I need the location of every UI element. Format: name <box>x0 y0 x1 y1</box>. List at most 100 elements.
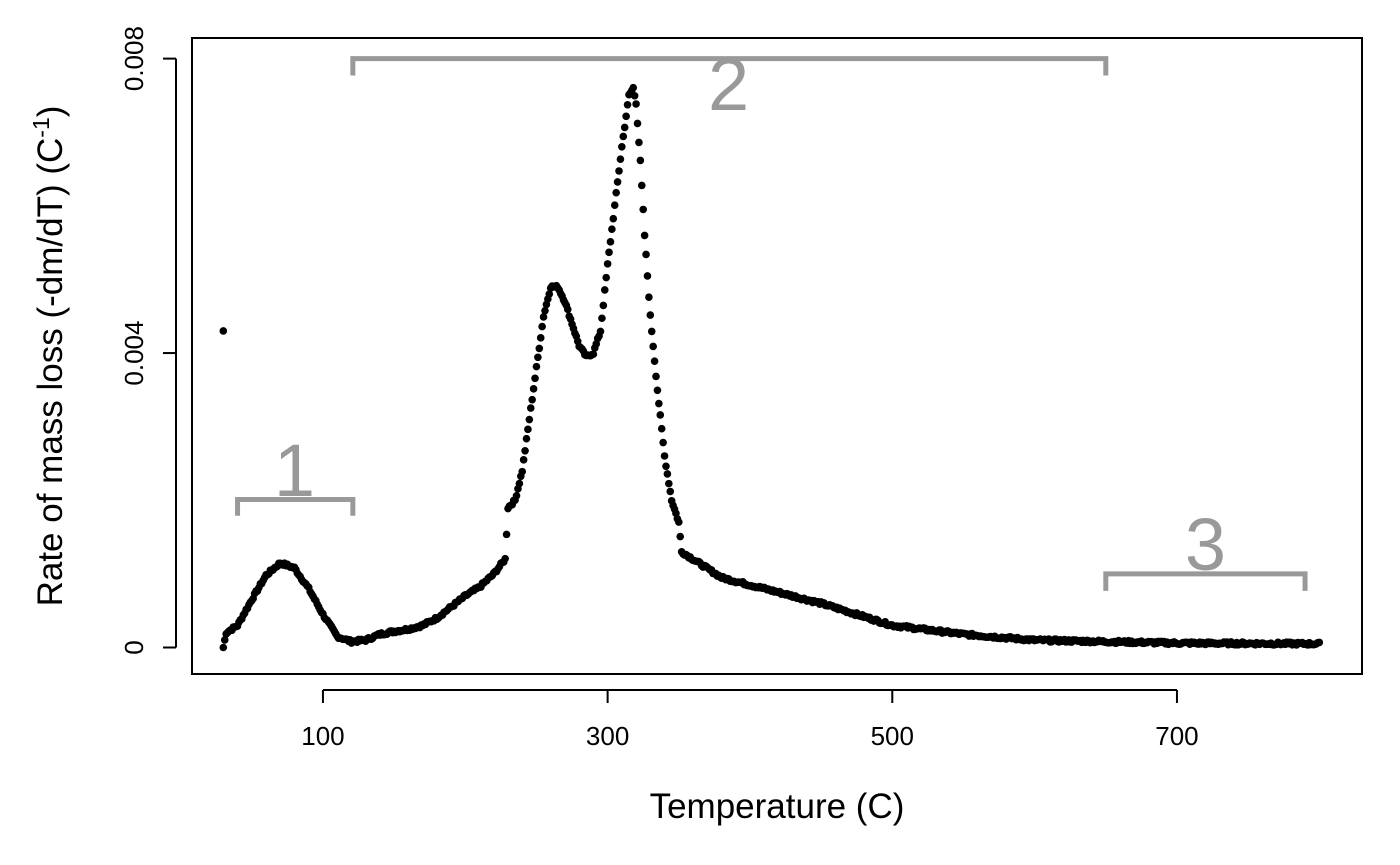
data-point <box>1315 638 1324 647</box>
outlier-point <box>219 327 228 335</box>
data-point <box>598 314 606 323</box>
data-point <box>538 322 546 331</box>
x-tick-label: 300 <box>586 721 629 751</box>
x-tick-label: 500 <box>871 721 914 751</box>
data-point <box>613 178 622 186</box>
data-point <box>656 411 665 419</box>
data-point <box>647 327 656 336</box>
data-point <box>609 214 618 223</box>
data-point <box>652 372 660 381</box>
data-point <box>512 491 521 500</box>
plot-frame <box>191 37 1363 675</box>
data-point <box>603 260 612 268</box>
data-point <box>602 273 610 282</box>
data-point <box>526 404 535 412</box>
data-point <box>636 156 645 165</box>
stage-bracket-1 <box>235 497 356 516</box>
data-point <box>633 119 642 128</box>
x-tick-label: 100 <box>301 721 344 751</box>
data-point <box>662 462 670 471</box>
data-point <box>642 250 650 259</box>
data-point <box>660 452 669 460</box>
data-point <box>615 167 623 175</box>
data-point <box>646 311 655 319</box>
data-point <box>608 225 616 233</box>
data-point <box>616 155 625 164</box>
data-point <box>622 112 630 121</box>
data-point <box>532 362 541 371</box>
data-point <box>665 479 673 488</box>
stage-bracket-2 <box>350 56 1109 76</box>
data-point <box>521 447 529 455</box>
y-axis-title: Rate of mass loss (-dm/dT) (C-1) <box>28 106 70 607</box>
data-point <box>525 415 534 424</box>
stage-label-3: 3 <box>1185 503 1226 586</box>
data-point <box>666 487 675 496</box>
data-point <box>515 479 524 488</box>
stage-label-2: 2 <box>708 43 749 126</box>
data-point <box>219 643 228 652</box>
data-point <box>536 334 545 342</box>
data-point <box>524 425 532 434</box>
data-point <box>619 132 628 141</box>
data-point <box>534 353 542 362</box>
axes: 100 300 500 700 0 0.004 0.008 <box>119 26 1199 751</box>
data-point <box>545 290 554 298</box>
x-tick-label: 700 <box>1155 721 1198 751</box>
y-tick-label: 0.004 <box>119 321 149 386</box>
data-point <box>657 424 666 433</box>
data-point <box>605 248 613 257</box>
data-point <box>220 636 229 644</box>
data-point <box>645 293 653 302</box>
data-point <box>674 518 683 526</box>
data-point <box>612 188 620 197</box>
stage-annotations: 1 2 3 <box>235 43 1308 591</box>
data-point <box>522 434 531 443</box>
data-point <box>663 470 672 478</box>
data-point <box>589 350 598 358</box>
data-point <box>650 357 659 365</box>
data-point <box>632 100 640 108</box>
data-point <box>643 272 652 280</box>
stage-bracket-3 <box>1103 571 1308 591</box>
data-point <box>653 386 662 395</box>
data-point <box>529 385 538 393</box>
data-point <box>502 530 511 539</box>
data-point <box>563 305 572 314</box>
data-point <box>600 286 609 294</box>
data-point <box>629 83 638 92</box>
data-point <box>655 399 663 408</box>
data-point <box>519 456 528 464</box>
data-point <box>640 231 649 240</box>
data-point <box>635 138 643 147</box>
data-point <box>659 438 667 447</box>
y-axis-title-main: Rate of mass loss (-dm/dT) (C <box>31 138 70 607</box>
data-point <box>649 342 657 351</box>
data-point <box>676 532 685 541</box>
data-point <box>539 313 548 321</box>
data-point <box>618 142 626 151</box>
data-point <box>639 205 647 214</box>
y-axis-title-close: ) <box>31 106 70 118</box>
data-point <box>518 467 527 476</box>
stage-label-1: 1 <box>274 429 315 512</box>
data-point <box>535 344 544 353</box>
y-axis-title-superscript: -1 <box>28 117 54 137</box>
data-point <box>606 238 615 246</box>
data-point <box>528 395 536 404</box>
y-tick-label: 0.008 <box>119 26 149 91</box>
data-points <box>219 83 1324 652</box>
data-point <box>541 306 549 315</box>
data-point <box>531 374 539 383</box>
data-point <box>623 100 632 109</box>
y-tick-label: 0 <box>119 640 149 654</box>
data-point <box>620 123 629 132</box>
data-point <box>501 554 509 563</box>
data-point <box>630 91 639 100</box>
data-point <box>596 327 605 336</box>
data-point <box>637 181 646 190</box>
data-point <box>610 201 619 210</box>
data-point <box>599 301 608 310</box>
x-axis-title: Temperature (C) <box>650 787 905 826</box>
